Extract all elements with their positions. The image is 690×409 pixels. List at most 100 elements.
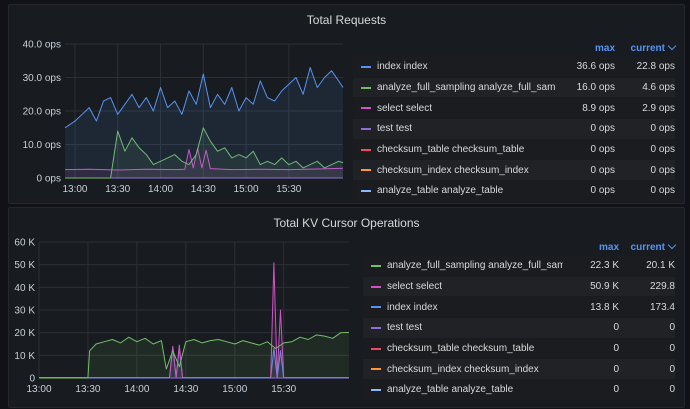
legend-col-current[interactable]: current: [615, 41, 677, 54]
legend-item-checksum-index-checksum-index[interactable]: checksum_index checksum_index 0 ops 0 ops: [353, 160, 675, 182]
legend-item-label: analyze_full_sampling analyze_full_sampl…: [377, 82, 555, 94]
legend-item-max: 0: [613, 343, 619, 355]
legend-item-current: 20.1 K: [646, 260, 675, 272]
legend-item-select-select[interactable]: select select 50.9 K 229.8: [363, 276, 675, 298]
legend-item-label: checksum_table checksum_table: [387, 343, 535, 355]
legend-header: max current: [363, 238, 677, 256]
legend-item-max: 16.0 ops: [576, 82, 615, 94]
legend-item-label: analyze_table analyze_table: [387, 384, 514, 396]
series-swatch[interactable]: [371, 306, 381, 309]
series-swatch[interactable]: [371, 326, 381, 329]
legend-item-max: 0: [613, 384, 619, 396]
legend-item-current: 4.6 ops: [642, 82, 675, 94]
legend-item-label: checksum_table checksum_table: [377, 144, 525, 156]
panel-kv-cursor-operations: Total KV Cursor Operations 0 10 K 20 K 30 K…: [8, 207, 685, 408]
y-tick-label: 20 K: [14, 328, 35, 339]
legend-item-max: 0 ops: [590, 144, 615, 156]
y-tick-label: 0 ops: [37, 174, 61, 185]
y-tick-label: 20.0 ops: [23, 107, 61, 118]
legend-item-max: 0: [613, 363, 619, 375]
legend-item-current: 0 ops: [650, 185, 675, 197]
legend-item-label: checksum_index checksum_index: [377, 164, 529, 176]
legend-item-analyze-full-sampling-analyze-full-sampling[interactable]: analyze_full_sampling analyze_full_sampl…: [363, 256, 675, 277]
chart-kv-cursor-operations[interactable]: 0 10 K 20 K 30 K 40 K 50 K 60 K 13:00 13:30 14:00…: [9, 208, 359, 407]
series-line-index-index[interactable]: [64, 67, 344, 129]
legend-item-index-index[interactable]: index index 36.6 ops 22.8 ops: [353, 57, 675, 78]
chart-total-requests[interactable]: 0 ops 10.0 ops 20.0 ops 30.0 ops 40.0 ops 13:…: [9, 5, 349, 203]
x-tick-label: 13:00: [26, 384, 51, 395]
chevron-down-icon: [667, 240, 677, 249]
series-line-analyze-full-sampling-analyze-full-sampling[interactable]: [65, 127, 344, 179]
x-tick-label: 13:30: [105, 184, 130, 195]
x-tick-label: 14:00: [124, 384, 149, 395]
legend-item-current: 229.8: [649, 281, 675, 293]
legend-item-current: 2.9 ops: [642, 102, 675, 114]
legend-item-max: 36.6 ops: [576, 61, 615, 73]
x-tick-label: 13:30: [75, 384, 100, 395]
panel-total-requests: Total Requests 0 ops 10.0 ops 20.0 ops 30.0…: [8, 4, 685, 204]
legend-item-analyze-full-sampling-analyze-full-sampling[interactable]: analyze_full_sampling analyze_full_sampl…: [353, 77, 675, 99]
legend-item-current: 0 ops: [650, 144, 675, 156]
series-line-analyze-full-sampling-analyze-full-sampling[interactable]: [39, 331, 350, 379]
y-tick-label: 40 K: [14, 283, 35, 294]
legend-col-current[interactable]: current: [619, 240, 677, 253]
series-swatch[interactable]: [371, 285, 381, 288]
series-swatch[interactable]: [361, 148, 371, 151]
panel-title[interactable]: Total KV Cursor Operations: [273, 216, 420, 230]
legend-item-label: test test: [377, 123, 413, 135]
legend-item-current: 0 ops: [650, 123, 675, 135]
y-tick-label: 40.0 ops: [23, 40, 61, 51]
legend-item-current: 0: [669, 384, 675, 396]
legend-item-max: 13.8 K: [590, 301, 619, 313]
x-tick-label: 15:00: [234, 184, 259, 195]
x-tick-label: 15:30: [276, 184, 301, 195]
y-tick-label: 30 K: [14, 306, 35, 317]
series-area-analyze-full-sampling-analyze-full-sampling: [65, 127, 343, 178]
legend-item-select-select[interactable]: select select 8.9 ops 2.9 ops: [353, 98, 675, 120]
legend-item-analyze-table-analyze-table[interactable]: analyze_table analyze_table 0 ops 0 ops: [353, 181, 675, 202]
series-swatch[interactable]: [361, 169, 371, 172]
legend-item-max: 8.9 ops: [582, 102, 615, 114]
legend-item-label: index index: [377, 61, 428, 73]
series-swatch[interactable]: [361, 86, 371, 89]
legend-item-checksum-table-checksum-table[interactable]: checksum_table checksum_table 0 0: [363, 338, 675, 360]
legend-item-label: select select: [377, 102, 433, 114]
y-tick-label: 50 K: [14, 260, 35, 271]
series-swatch[interactable]: [361, 127, 371, 130]
legend-header: max current: [353, 39, 677, 57]
x-tick-label: 14:30: [173, 384, 198, 395]
x-tick-label: 15:00: [222, 384, 247, 395]
legend-item-current: 173.4: [649, 301, 675, 313]
legend-item-current: 22.8 ops: [636, 61, 675, 73]
legend-item-test-test[interactable]: test test 0 0: [363, 318, 675, 339]
legend-col-max[interactable]: max: [598, 241, 619, 253]
series-line-select-select[interactable]: [39, 262, 349, 378]
legend-item-max: 0 ops: [590, 123, 615, 135]
legend-item-max: 0 ops: [590, 164, 615, 176]
legend-item-test-test[interactable]: test test 0 ops 0 ops: [353, 119, 675, 140]
legend-item-analyze-table-analyze-table[interactable]: analyze_table analyze_table 0 0: [363, 380, 675, 401]
legend-item-max: 0: [613, 322, 619, 334]
legend-item-checksum-table-checksum-table[interactable]: checksum_table checksum_table 0 ops 0 ops: [353, 139, 675, 161]
legend-rows: analyze_full_sampling analyze_full_sampl…: [363, 256, 675, 401]
legend-col-max[interactable]: max: [594, 42, 615, 54]
y-tick-label: 30.0 ops: [23, 73, 61, 84]
legend-item-current: 0 ops: [650, 164, 675, 176]
series-area-select-select: [65, 148, 343, 178]
legend-item-label: test test: [387, 322, 423, 334]
legend-item-label: analyze_table analyze_table: [377, 185, 504, 197]
x-tick-label: 13:00: [62, 184, 87, 195]
legend-item-index-index[interactable]: index index 13.8 K 173.4: [363, 297, 675, 319]
series-swatch[interactable]: [371, 264, 381, 267]
legend-rows: index index 36.6 ops 22.8 ops analyze_full_…: [353, 57, 675, 202]
series-swatch[interactable]: [361, 107, 371, 110]
legend-item-checksum-index-checksum-index[interactable]: checksum_index checksum_index 0 0: [363, 359, 675, 381]
series-swatch[interactable]: [371, 368, 381, 371]
series-swatch[interactable]: [371, 388, 381, 391]
series-swatch[interactable]: [371, 347, 381, 350]
series-swatch[interactable]: [361, 189, 371, 192]
chevron-down-icon: [667, 41, 677, 50]
legend-total-requests: max current index index 36.6 ops 22.8 ops a…: [353, 39, 677, 202]
series-swatch[interactable]: [361, 65, 371, 68]
panel-title[interactable]: Total Requests: [306, 13, 387, 27]
